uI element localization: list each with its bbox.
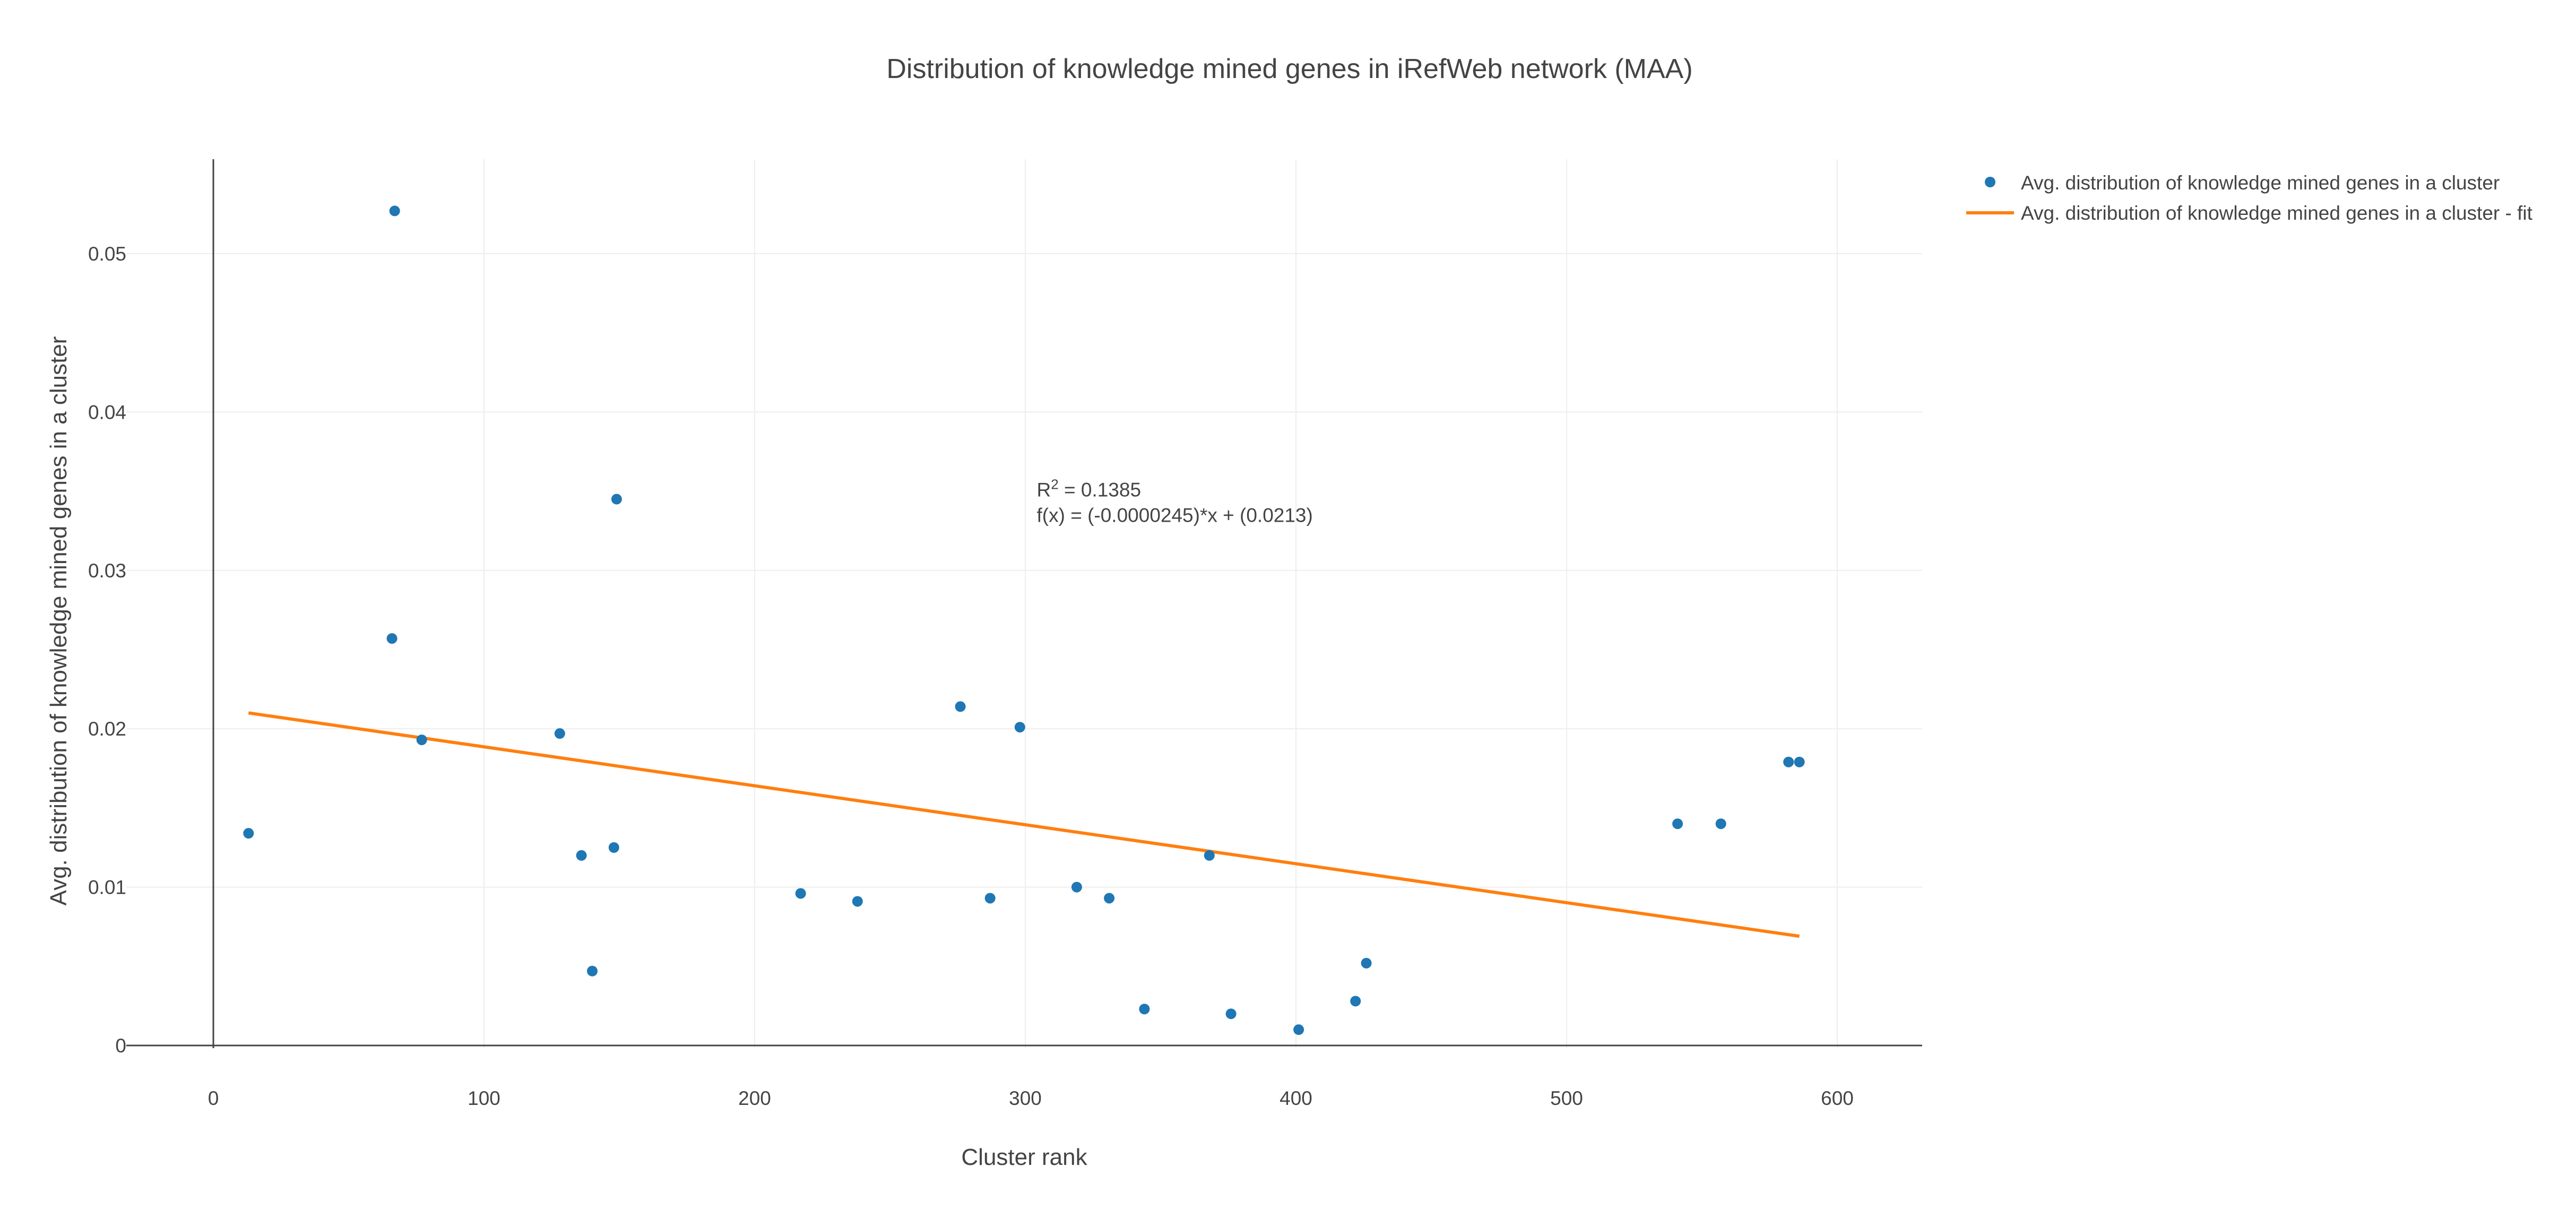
- data-point[interactable]: [852, 896, 863, 907]
- data-point[interactable]: [554, 728, 565, 739]
- data-point[interactable]: [243, 828, 254, 839]
- fit-line: [248, 711, 1800, 938]
- legend-marker-points: [1985, 177, 1995, 187]
- x-tick-labels: 0 100 200 300 400 500 600: [208, 1087, 1854, 1109]
- data-point[interactable]: [386, 633, 397, 644]
- x-tick-label: 500: [1550, 1087, 1583, 1109]
- legend[interactable]: Avg. distribution of knowledge mined gen…: [1966, 172, 2533, 224]
- fit-line-layer: [248, 711, 1800, 938]
- y-tick-label: 0.04: [88, 401, 126, 423]
- data-point[interactable]: [1225, 1008, 1237, 1019]
- legend-label-fit: Avg. distribution of knowledge mined gen…: [2021, 202, 2533, 224]
- data-point[interactable]: [576, 850, 587, 861]
- legend-item-points[interactable]: Avg. distribution of knowledge mined gen…: [1985, 172, 2500, 194]
- data-point[interactable]: [1350, 996, 1361, 1007]
- data-point[interactable]: [955, 701, 966, 712]
- y-axis-title: Avg. distribution of knowledge mined gen…: [46, 336, 72, 906]
- x-tick-label: 600: [1821, 1087, 1854, 1109]
- r-squared-label: R2 = 0.1385: [1037, 477, 1142, 501]
- data-point[interactable]: [1104, 893, 1115, 904]
- x-tick-label: 400: [1280, 1087, 1312, 1109]
- r-squared-value: = 0.1385: [1059, 479, 1141, 501]
- data-point[interactable]: [1794, 756, 1805, 767]
- chart-title: Distribution of knowledge mined genes in…: [886, 54, 1692, 84]
- x-axis-title: Cluster rank: [961, 1144, 1087, 1170]
- axes: [126, 159, 1922, 1048]
- legend-label-points: Avg. distribution of knowledge mined gen…: [2021, 172, 2500, 194]
- y-tick-label: 0: [115, 1035, 126, 1057]
- data-point[interactable]: [1139, 1004, 1150, 1015]
- x-tick-label: 100: [468, 1087, 500, 1109]
- data-point[interactable]: [984, 893, 996, 904]
- data-points: [243, 205, 1805, 1035]
- x-tick-label: 200: [738, 1087, 771, 1109]
- gridlines: [126, 159, 1922, 1048]
- x-tick-label: 300: [1009, 1087, 1042, 1109]
- data-point[interactable]: [611, 494, 622, 505]
- data-point[interactable]: [587, 965, 598, 976]
- data-point[interactable]: [795, 888, 806, 899]
- x-tick-label: 0: [208, 1087, 219, 1109]
- r-squared-superscript: 2: [1051, 477, 1058, 492]
- data-point[interactable]: [1783, 756, 1794, 767]
- data-point[interactable]: [416, 734, 427, 746]
- y-tick-labels: 0 0.01 0.02 0.03 0.04 0.05: [88, 243, 126, 1057]
- legend-item-fit[interactable]: Avg. distribution of knowledge mined gen…: [1966, 202, 2533, 224]
- data-point[interactable]: [1071, 881, 1082, 893]
- y-tick-label: 0.03: [88, 560, 126, 582]
- data-point[interactable]: [1361, 957, 1372, 969]
- data-point[interactable]: [1293, 1024, 1304, 1035]
- data-point[interactable]: [1672, 818, 1683, 829]
- fit-formula: f(x) = (-0.0000245)*x + (0.0213): [1037, 505, 1313, 526]
- y-tick-label: 0.01: [88, 877, 126, 898]
- data-point[interactable]: [389, 205, 400, 217]
- r-squared-prefix: R: [1037, 479, 1051, 501]
- y-tick-label: 0.05: [88, 243, 126, 265]
- data-point[interactable]: [1014, 722, 1025, 733]
- fit-annotation: R2 = 0.1385 f(x) = (-0.0000245)*x + (0.0…: [1037, 477, 1313, 526]
- data-point[interactable]: [1715, 818, 1726, 829]
- data-point[interactable]: [1204, 850, 1215, 861]
- data-point[interactable]: [608, 842, 619, 853]
- y-tick-label: 0.02: [88, 718, 126, 740]
